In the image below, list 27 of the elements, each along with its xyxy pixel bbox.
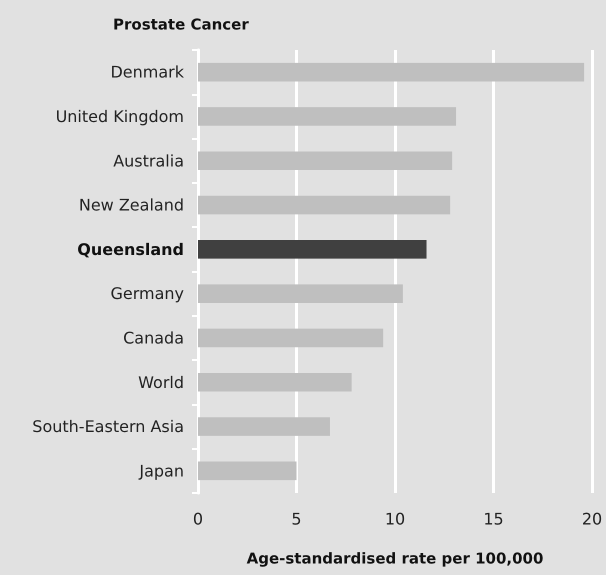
y-tick-label: Japan <box>138 461 184 480</box>
bar <box>198 462 296 480</box>
y-tick-label: Australia <box>113 151 184 170</box>
x-tick-label: 5 <box>291 510 302 528</box>
bar <box>198 372 352 392</box>
y-tick-label: World <box>138 372 184 392</box>
chart-title: Prostate Cancer <box>113 16 250 34</box>
bar <box>198 328 384 348</box>
bar <box>198 417 330 436</box>
x-axis-title: Age-standardised rate per 100,000 <box>246 550 544 568</box>
x-tick-label: 20 <box>582 510 602 528</box>
bar <box>198 196 450 214</box>
y-tick-label: Queensland <box>77 240 184 259</box>
y-tick-label: Denmark <box>110 62 185 82</box>
bar <box>198 151 452 170</box>
bar <box>198 62 584 82</box>
bar <box>198 284 403 303</box>
x-tick-label: 10 <box>384 510 406 528</box>
y-tick-label: South-Eastern Asia <box>32 417 184 436</box>
y-tick-label: Canada <box>123 328 184 348</box>
y-tick-label: United Kingdom <box>56 106 184 126</box>
y-tick-label: New Zealand <box>78 196 184 215</box>
bar <box>198 240 427 259</box>
y-tick-label: Germany <box>110 284 184 304</box>
x-tick-label: 15 <box>483 510 504 528</box>
bar <box>198 107 456 126</box>
x-tick-label: 0 <box>192 510 204 528</box>
